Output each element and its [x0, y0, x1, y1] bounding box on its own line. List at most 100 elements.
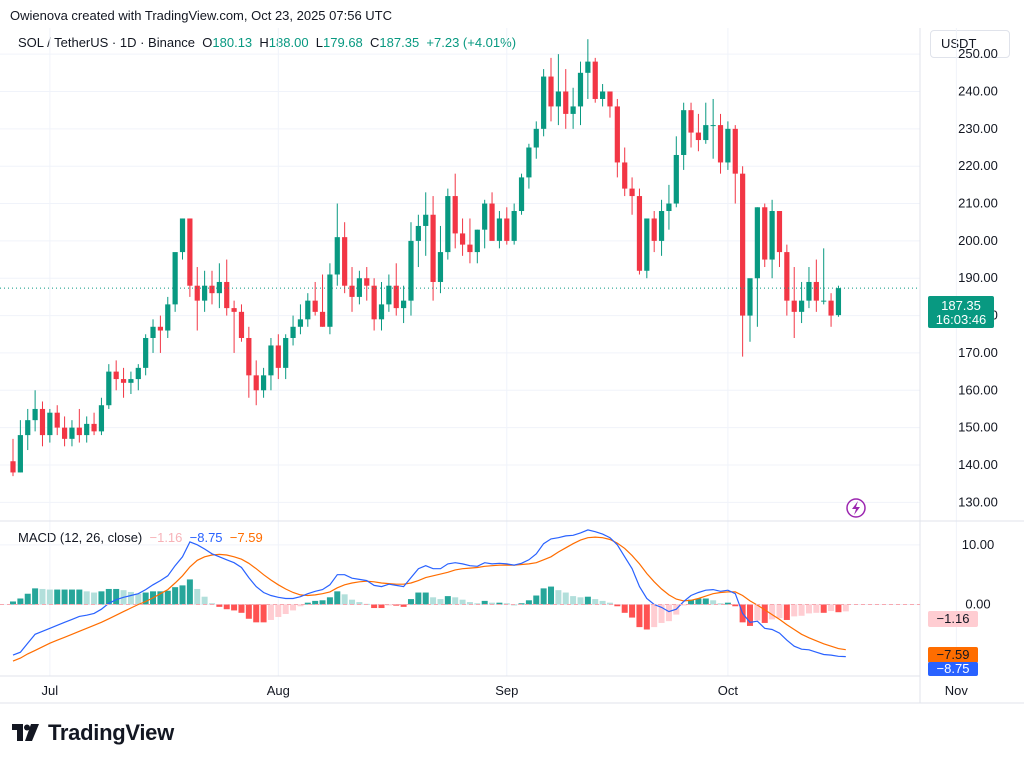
- candle[interactable]: [548, 57, 554, 122]
- candle[interactable]: [378, 281, 385, 331]
- candle[interactable]: [253, 360, 259, 406]
- candle[interactable]: [157, 315, 163, 353]
- candle[interactable]: [194, 267, 200, 331]
- candle[interactable]: [452, 173, 458, 249]
- candle[interactable]: [577, 61, 584, 126]
- candle[interactable]: [25, 408, 31, 451]
- candle[interactable]: [437, 225, 444, 294]
- candle[interactable]: [283, 334, 289, 380]
- candle[interactable]: [570, 87, 576, 129]
- candle[interactable]: [106, 364, 112, 409]
- candle[interactable]: [754, 207, 760, 327]
- candle[interactable]: [798, 281, 805, 324]
- candle[interactable]: [364, 267, 370, 301]
- candle[interactable]: [342, 222, 348, 294]
- candle[interactable]: [541, 69, 547, 137]
- candle[interactable]: [791, 267, 797, 338]
- candle[interactable]: [401, 285, 407, 324]
- candle[interactable]: [128, 371, 134, 395]
- candle[interactable]: [47, 408, 53, 443]
- candle[interactable]: [806, 267, 812, 309]
- candle[interactable]: [349, 267, 355, 312]
- candle[interactable]: [504, 207, 510, 245]
- candle[interactable]: [813, 259, 819, 312]
- candle[interactable]: [725, 121, 731, 170]
- candle[interactable]: [319, 274, 326, 327]
- candle[interactable]: [216, 263, 222, 309]
- candle[interactable]: [371, 278, 377, 331]
- candle[interactable]: [776, 211, 783, 268]
- candle[interactable]: [555, 54, 561, 126]
- candle[interactable]: [688, 102, 694, 148]
- candle[interactable]: [76, 408, 82, 443]
- candle[interactable]: [622, 147, 628, 197]
- candle[interactable]: [238, 304, 245, 342]
- candle[interactable]: [224, 259, 230, 316]
- candle[interactable]: [17, 420, 23, 473]
- candle[interactable]: [415, 214, 421, 268]
- candle[interactable]: [614, 98, 620, 178]
- candle[interactable]: [32, 390, 38, 432]
- candle[interactable]: [172, 252, 178, 312]
- candle[interactable]: [445, 188, 451, 260]
- candle[interactable]: [511, 203, 517, 245]
- candle[interactable]: [747, 278, 753, 342]
- candle[interactable]: [607, 91, 613, 118]
- candle[interactable]: [275, 334, 281, 380]
- candle[interactable]: [386, 274, 392, 312]
- candle[interactable]: [297, 304, 304, 335]
- candle[interactable]: [762, 203, 768, 268]
- candle[interactable]: [651, 211, 657, 253]
- candle[interactable]: [98, 397, 105, 436]
- candle[interactable]: [187, 218, 193, 297]
- candle[interactable]: [496, 211, 503, 249]
- candle[interactable]: [10, 438, 16, 477]
- candle[interactable]: [312, 281, 318, 316]
- candle[interactable]: [533, 121, 539, 159]
- candle[interactable]: [231, 300, 237, 353]
- candle[interactable]: [740, 166, 746, 357]
- candle[interactable]: [54, 405, 60, 436]
- candle[interactable]: [393, 263, 399, 316]
- candle[interactable]: [260, 367, 267, 398]
- candle[interactable]: [430, 196, 436, 301]
- candle[interactable]: [828, 293, 834, 327]
- candle[interactable]: [703, 102, 709, 144]
- candle[interactable]: [423, 192, 429, 256]
- candle[interactable]: [784, 244, 790, 316]
- candle[interactable]: [489, 192, 495, 241]
- currency-button[interactable]: USDT: [930, 30, 1010, 58]
- candle[interactable]: [61, 416, 68, 447]
- candle[interactable]: [467, 218, 473, 264]
- candle[interactable]: [179, 218, 186, 260]
- candle[interactable]: [644, 218, 650, 279]
- candle[interactable]: [69, 420, 75, 447]
- candle[interactable]: [717, 113, 724, 174]
- candle[interactable]: [165, 296, 171, 338]
- candle[interactable]: [769, 199, 775, 279]
- candle[interactable]: [673, 136, 679, 208]
- candle[interactable]: [327, 263, 333, 335]
- candle[interactable]: [600, 84, 606, 107]
- candle[interactable]: [246, 326, 252, 398]
- candle[interactable]: [474, 229, 480, 264]
- candle[interactable]: [408, 222, 414, 316]
- candle[interactable]: [695, 113, 702, 152]
- symbol-name[interactable]: SOL / TetherUS · 1D · Binance: [18, 35, 196, 50]
- candle[interactable]: [732, 125, 738, 204]
- candle[interactable]: [120, 367, 127, 398]
- candle[interactable]: [629, 177, 635, 215]
- candle[interactable]: [482, 199, 488, 249]
- candle[interactable]: [835, 285, 842, 317]
- candle[interactable]: [585, 39, 591, 99]
- candle[interactable]: [91, 412, 97, 436]
- candle[interactable]: [84, 416, 90, 443]
- tradingview-logo[interactable]: TradingView: [12, 720, 174, 746]
- candle[interactable]: [592, 57, 598, 103]
- candle[interactable]: [636, 188, 643, 275]
- candle[interactable]: [113, 360, 119, 391]
- lightning-icon[interactable]: [846, 498, 866, 518]
- candle[interactable]: [290, 315, 296, 346]
- candle[interactable]: [39, 401, 46, 447]
- candle[interactable]: [666, 184, 672, 230]
